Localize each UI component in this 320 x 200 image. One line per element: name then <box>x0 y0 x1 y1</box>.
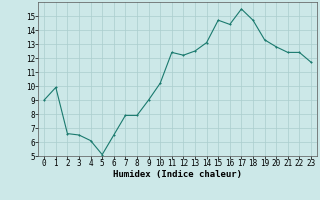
X-axis label: Humidex (Indice chaleur): Humidex (Indice chaleur) <box>113 170 242 179</box>
